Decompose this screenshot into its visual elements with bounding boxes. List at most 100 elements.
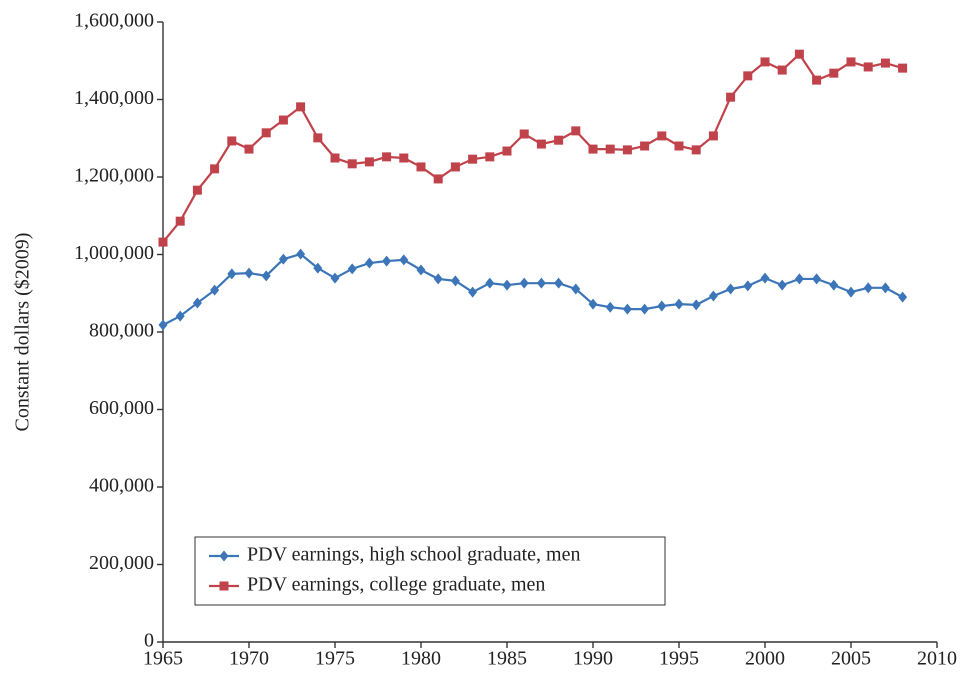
marker	[244, 144, 254, 154]
legend: PDV earnings, high school graduate, men P…	[194, 536, 666, 606]
marker	[364, 257, 374, 269]
marker	[588, 144, 598, 154]
y-tick-label: 1,000,000	[74, 242, 154, 264]
marker	[450, 275, 460, 287]
marker	[175, 310, 185, 322]
x-tick-label: 1985	[487, 648, 527, 670]
marker	[364, 157, 374, 167]
marker	[554, 277, 564, 289]
marker	[468, 154, 478, 164]
marker	[605, 301, 615, 313]
marker	[433, 273, 443, 285]
marker	[485, 277, 495, 289]
y-tick-label: 0	[144, 630, 154, 652]
marker	[502, 146, 512, 156]
series-line	[162, 52, 903, 243]
marker	[794, 273, 804, 285]
marker	[640, 303, 650, 315]
marker	[278, 253, 288, 265]
y-tick-label: 1,200,000	[74, 165, 154, 187]
marker	[760, 57, 770, 67]
marker	[863, 282, 873, 294]
marker	[863, 62, 873, 72]
marker	[468, 286, 478, 298]
x-tick-label: 2000	[745, 648, 785, 670]
marker	[313, 133, 323, 143]
marker	[278, 115, 288, 125]
marker	[605, 144, 615, 154]
marker	[261, 128, 271, 138]
x-tick-label: 2005	[831, 648, 871, 670]
marker	[622, 145, 632, 155]
marker	[485, 152, 495, 162]
marker	[158, 237, 168, 247]
marker	[571, 126, 581, 136]
x-tick-label: 1995	[659, 648, 699, 670]
marker	[416, 162, 426, 172]
marker	[708, 131, 718, 141]
marker	[898, 291, 908, 303]
marker	[674, 141, 684, 151]
marker	[227, 136, 237, 146]
marker	[536, 277, 546, 289]
y-tick-label: 1,600,000	[74, 10, 154, 32]
x-tick-label: 1980	[401, 648, 441, 670]
marker	[296, 102, 306, 112]
marker	[674, 298, 684, 310]
marker	[210, 164, 220, 174]
marker	[219, 581, 229, 591]
marker	[219, 550, 229, 562]
x-tick-label: 1990	[573, 648, 613, 670]
series-line	[162, 252, 904, 327]
marker	[261, 270, 271, 282]
marker	[330, 272, 340, 284]
marker	[622, 303, 632, 315]
marker	[657, 300, 667, 312]
marker	[726, 283, 736, 295]
marker	[554, 135, 564, 145]
marker	[691, 299, 701, 311]
marker	[812, 273, 822, 285]
marker	[777, 279, 787, 291]
marker	[382, 255, 392, 267]
x-tick-label: 2010	[917, 648, 957, 670]
marker	[588, 298, 598, 310]
marker	[416, 264, 426, 276]
y-tick-label: 800,000	[89, 320, 154, 342]
marker	[536, 139, 546, 149]
marker	[794, 49, 804, 59]
marker	[192, 297, 202, 309]
marker	[760, 272, 770, 284]
marker	[829, 68, 839, 78]
marker	[657, 131, 667, 141]
y-tick-label: 200,000	[89, 552, 154, 574]
marker	[777, 65, 787, 75]
marker	[296, 248, 306, 260]
x-tick-label: 1965	[143, 648, 183, 670]
marker	[708, 290, 718, 302]
marker	[347, 263, 357, 275]
marker	[382, 152, 392, 162]
marker	[519, 277, 529, 289]
y-tick-label: 600,000	[89, 397, 154, 419]
marker	[812, 75, 822, 85]
marker	[347, 159, 357, 169]
legend-label: PDV earnings, college graduate, men	[247, 574, 545, 596]
legend-box	[194, 536, 666, 606]
marker	[829, 279, 839, 291]
x-tick-label: 1975	[315, 648, 355, 670]
marker	[227, 268, 237, 280]
marker	[519, 129, 529, 139]
x-tick-label: 1970	[229, 648, 269, 670]
marker	[502, 279, 512, 291]
y-axis-label: Constant dollars ($2009)	[12, 233, 34, 432]
marker	[313, 262, 323, 274]
marker	[175, 216, 185, 226]
marker	[640, 141, 650, 151]
marker	[330, 153, 340, 163]
marker	[433, 174, 443, 184]
marker	[880, 58, 890, 68]
legend-label: PDV earnings, high school graduate, men	[247, 544, 580, 566]
marker	[846, 57, 856, 67]
